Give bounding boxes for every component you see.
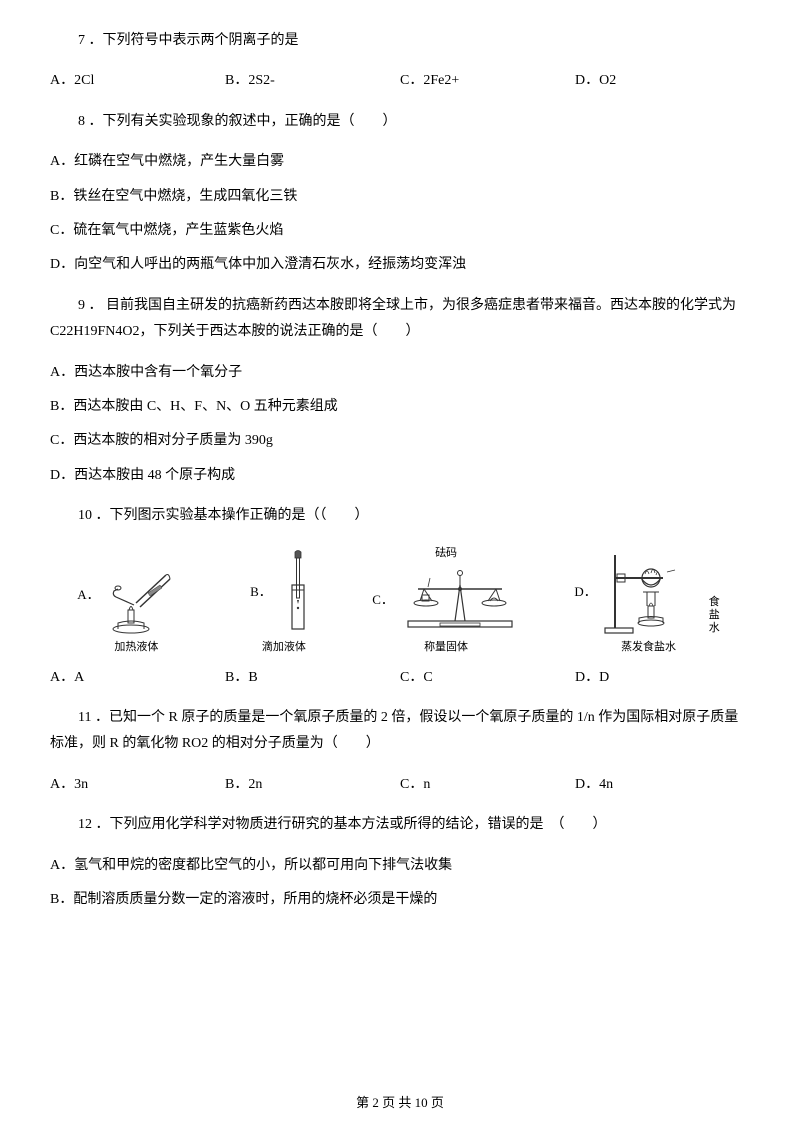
figure-c: 砝码 C．	[372, 545, 520, 656]
q9-option-a: A．西达本胺中含有一个氧分子	[50, 362, 750, 384]
question-8-text: 8 ．下列有关实验现象的叙述中，正确的是（ ）	[50, 111, 750, 133]
q9-option-c: C．西达本胺的相对分子质量为 390g	[50, 430, 750, 452]
q7-option-b: B．2S2-	[225, 70, 400, 92]
q11-line2: 标准，则 R 的氧化物 RO2 的相对分子质量为（ ）	[50, 733, 750, 755]
dropper-icon	[278, 550, 318, 635]
fig-b-caption: 滴加液体	[262, 639, 306, 657]
figure-b: B． 滴加液体	[250, 550, 318, 657]
q11-line1: 11 ．已知一个 R 原子的质量是一个氧原子质量的 2 倍，假设以一个氧原子质量…	[78, 710, 738, 725]
question-11-text: 11 ．已知一个 R 原子的质量是一个氧原子质量的 2 倍，假设以一个氧原子质量…	[50, 707, 750, 729]
figure-row: A． 加热液体 B．	[50, 545, 750, 656]
question-9-text: 9 ． 目前我国自主研发的抗癌新药西达本胺即将全球上市，为很多癌症患者带来福音。…	[50, 295, 750, 317]
fig-c-top-label: 砝码	[435, 545, 457, 563]
figure-d: D． 食盐水 蒸发食	[574, 550, 722, 657]
question-7-options: A．2Cl B．2S2- C．2Fe2+ D．O2	[50, 70, 750, 92]
q11-option-b: B．2n	[225, 774, 400, 796]
page-footer: 第 2 页 共 10 页	[0, 1093, 800, 1114]
q9-line1: 9 ． 目前我国自主研发的抗癌新药西达本胺即将全球上市，为很多癌症患者带来福音。…	[78, 298, 736, 313]
q7-option-c: C．2Fe2+	[400, 70, 575, 92]
fig-c-letter: C．	[372, 590, 394, 611]
fig-a-letter: A．	[77, 585, 99, 606]
q8-option-b: B．铁丝在空气中燃烧，生成四氧化三铁	[50, 186, 750, 208]
q11-option-a: A．3n	[50, 774, 225, 796]
q10-option-d: D．D	[575, 667, 750, 689]
q8-option-d: D．向空气和人呼出的两瓶气体中加入澄清石灰水，经振荡均变浑浊	[50, 254, 750, 276]
question-12-text: 12 ．下列应用化学科学对物质进行研究的基本方法或所得的结论，错误的是 （ ）	[50, 814, 750, 836]
q10-option-b: B．B	[225, 667, 400, 689]
balance-scale-icon	[400, 565, 520, 635]
q9-option-b: B．西达本胺由 C、H、F、N、O 五种元素组成	[50, 396, 750, 418]
q12-option-b: B．配制溶质质量分数一定的溶液时，所用的烧杯必须是干燥的	[50, 889, 750, 911]
q9-line2: C22H19FN4O2，下列关于西达本胺的说法正确的是（ ）	[50, 321, 750, 343]
question-7-text: 7 ．下列符号中表示两个阴离子的是	[50, 30, 750, 52]
evaporation-setup-icon	[603, 550, 703, 635]
q8-option-a: A．红磷在空气中燃烧，产生大量白雾	[50, 151, 750, 173]
q9-option-d: D．西达本胺由 48 个原子构成	[50, 465, 750, 487]
q7-option-d: D．O2	[575, 70, 750, 92]
fig-a-caption: 加热液体	[114, 639, 158, 657]
fig-c-caption: 称量固体	[424, 639, 468, 657]
q10-option-a: A．A	[50, 667, 225, 689]
q7-option-a: A．2Cl	[50, 70, 225, 92]
q10-option-c: C．C	[400, 667, 575, 689]
question-11-options: A．3n B．2n C．n D．4n	[50, 774, 750, 796]
q8-option-c: C．硫在氧气中燃烧，产生蓝紫色火焰	[50, 220, 750, 242]
q11-option-c: C．n	[400, 774, 575, 796]
question-10-text: 10 ．下列图示实验基本操作正确的是（（ ）	[50, 505, 750, 527]
fig-d-side-label: 食盐水	[709, 596, 723, 636]
heating-liquid-icon	[106, 555, 196, 635]
fig-d-caption: 蒸发食盐水	[621, 639, 676, 657]
q11-option-d: D．4n	[575, 774, 750, 796]
q12-option-a: A．氢气和甲烷的密度都比空气的小，所以都可用向下排气法收集	[50, 855, 750, 877]
figure-a: A． 加热液体	[77, 555, 195, 657]
fig-d-letter: D．	[574, 582, 596, 603]
fig-b-letter: B．	[250, 582, 272, 603]
question-10-options: A．A B．B C．C D．D	[50, 667, 750, 689]
